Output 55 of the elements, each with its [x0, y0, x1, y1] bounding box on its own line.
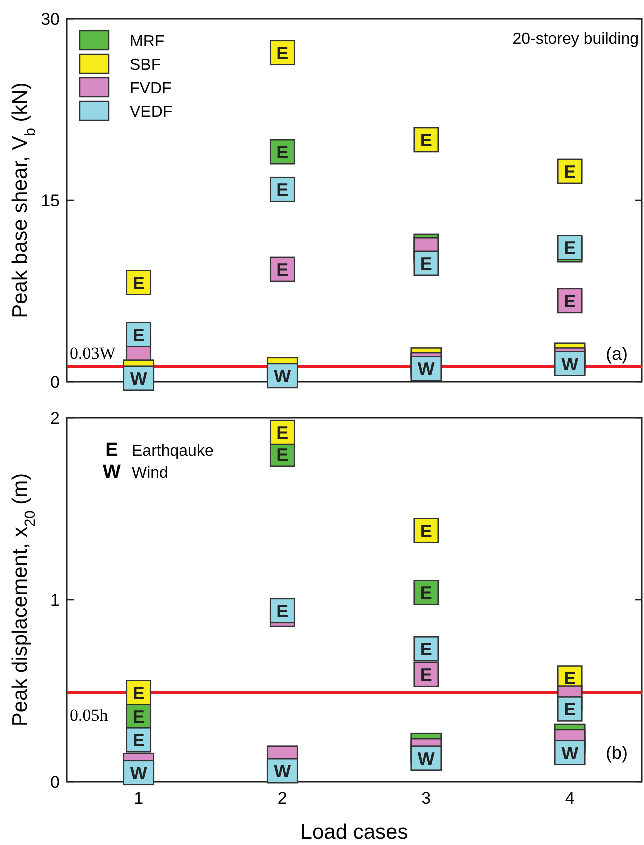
- data-label: E: [420, 665, 432, 686]
- legend-label: SBF: [130, 57, 162, 74]
- annotation: E: [106, 440, 118, 461]
- x-tick-label: 1: [134, 789, 144, 808]
- data-label: E: [276, 423, 289, 444]
- data-label: E: [132, 730, 145, 751]
- legend-label: VEDF: [130, 104, 173, 122]
- y-tick-label: 0: [50, 772, 60, 792]
- y-tick-label: 1: [50, 590, 60, 610]
- annotation: (b): [606, 743, 628, 763]
- data-label: W: [418, 359, 435, 380]
- x-tick-label: 3: [422, 789, 432, 808]
- data-label: E: [420, 521, 432, 542]
- ref-line-label: 0.03W: [70, 344, 117, 363]
- data-label: E: [564, 291, 576, 312]
- data-label: E: [132, 325, 145, 346]
- data-label: E: [564, 238, 576, 258]
- data-label: E: [132, 706, 145, 727]
- annotation: Earthqauke: [132, 443, 214, 460]
- data-label: W: [274, 366, 292, 386]
- data-label: E: [564, 700, 576, 720]
- x-tick-label: 2: [278, 789, 288, 808]
- data-label: E: [276, 43, 289, 64]
- legend-label: FVDF: [130, 80, 172, 98]
- data-label: W: [562, 743, 579, 764]
- x-tick-label: 4: [565, 789, 575, 808]
- annotation: W: [103, 462, 122, 483]
- data-label: W: [274, 762, 292, 782]
- data-label: W: [130, 763, 148, 784]
- data-label: W: [418, 748, 435, 769]
- data-label: E: [420, 254, 432, 274]
- data-label: E: [132, 683, 145, 704]
- data-label: E: [564, 668, 576, 689]
- data-label: E: [420, 583, 432, 604]
- y-tick-label: 15: [41, 191, 60, 210]
- y-tick-label: 2: [50, 408, 60, 428]
- legend-label: MRF: [130, 34, 165, 51]
- data-label: E: [276, 601, 289, 622]
- data-label: E: [276, 180, 289, 200]
- data-label: E: [132, 273, 145, 294]
- data-label: E: [420, 130, 432, 150]
- data-label: E: [276, 142, 289, 163]
- data-label: E: [420, 640, 432, 660]
- annotation: Wind: [132, 465, 168, 482]
- data-label: W: [130, 368, 148, 389]
- annotation: (a): [606, 344, 628, 364]
- y-tick-label: 0: [50, 372, 60, 392]
- data-label: E: [276, 260, 289, 280]
- x-axis-title: Load cases: [300, 821, 408, 844]
- data-label: W: [562, 354, 579, 374]
- data-label: E: [276, 444, 289, 465]
- ref-line-label: 0.05h: [70, 706, 109, 725]
- data-label: E: [564, 162, 576, 182]
- y-tick-label: 30: [41, 10, 60, 29]
- annotation: 20-storey building: [512, 31, 639, 48]
